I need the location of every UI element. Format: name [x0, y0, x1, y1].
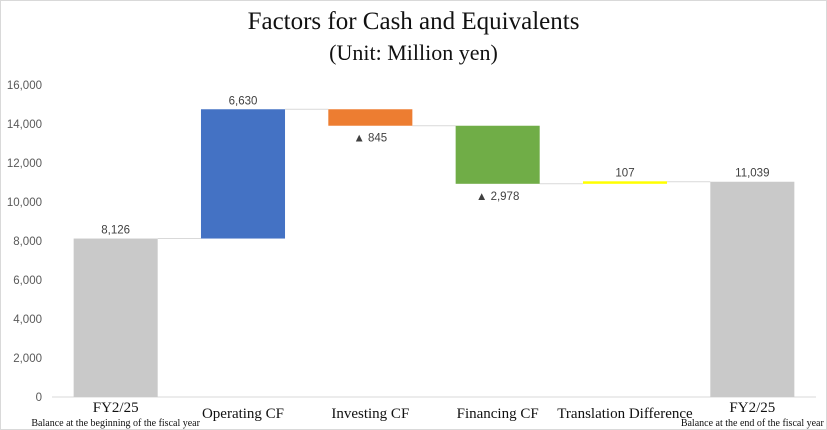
y-axis: 0 2,000 4,000 6,000 8,000 10,000 12,000 14,000 1… [7, 80, 816, 404]
data-label: 11,039 [735, 168, 769, 180]
y-tick-label: 0 [36, 392, 42, 404]
category-label: Operating CF [202, 406, 284, 422]
bar-4 [455, 125, 540, 184]
y-tick-label: 12,000 [7, 158, 42, 170]
bar-1 [73, 238, 158, 397]
y-tick-label: 6,000 [13, 275, 42, 287]
y-tick-label: 14,000 [7, 119, 42, 131]
bar-6 [710, 181, 795, 397]
data-labels: 8,126 6,630 ▲ 845 ▲ 2,978 107 11,039 [101, 95, 769, 236]
data-label: ▲ 2,978 [476, 191, 519, 203]
data-label: 107 [615, 168, 634, 180]
category-sublabel: Balance at the end of the fiscal year [681, 418, 825, 429]
data-label: ▲ 845 [353, 133, 387, 145]
category-label: Translation Difference [557, 406, 693, 422]
chart-subtitle: (Unit: Million yen) [329, 40, 498, 65]
category-label: FY2/25 [729, 400, 775, 416]
bars [73, 109, 795, 397]
bar-2 [200, 109, 286, 239]
bar-3 [328, 109, 413, 126]
category-labels: FY2/25 Balance at the beginning of the fi… [31, 400, 824, 429]
category-label: Investing CF [331, 406, 409, 422]
y-tick-label: 10,000 [7, 197, 42, 209]
category-label: Financing CF [457, 406, 539, 422]
category-sublabel: Balance at the beginning of the fiscal y… [31, 418, 200, 429]
y-tick-label: 2,000 [13, 353, 42, 365]
data-label: 6,630 [229, 95, 258, 107]
data-label: 8,126 [101, 225, 130, 237]
y-tick-label: 16,000 [7, 80, 42, 92]
bar-5 [582, 181, 668, 184]
connector-lines [157, 108, 711, 240]
y-tick-label: 4,000 [13, 314, 42, 326]
category-label: FY2/25 [93, 400, 139, 416]
chart-title: Factors for Cash and Equivalents [247, 8, 580, 35]
y-tick-label: 8,000 [13, 236, 42, 248]
